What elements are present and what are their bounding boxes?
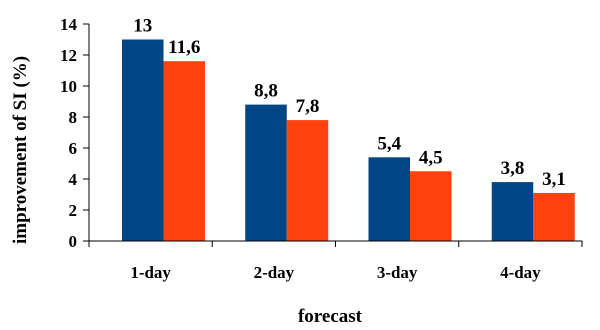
y-axis-title: improvement of SI (%) <box>10 56 31 244</box>
x-tick-label: 1-day <box>130 263 171 282</box>
x-tick-label: 3-day <box>377 263 418 282</box>
x-tick-label: 4-day <box>500 263 541 282</box>
bar <box>286 120 329 241</box>
y-tick-label: 4 <box>69 170 78 189</box>
bar <box>163 61 205 242</box>
y-tick-label: 2 <box>69 201 78 220</box>
data-label: 11,6 <box>168 37 200 58</box>
y-tick-label: 14 <box>60 15 78 34</box>
data-label: 4,5 <box>419 147 443 168</box>
bar <box>491 182 534 241</box>
data-label: 13 <box>133 16 152 37</box>
data-labels: 13 8,8 5,4 3,8 11,6 7,8 4,5 3,1 <box>133 16 566 190</box>
bar <box>533 192 575 241</box>
y-tick-label: 12 <box>60 46 77 65</box>
x-axis-ticks: 1-day 2-day 3-day 4-day <box>88 241 583 282</box>
data-label: 3,1 <box>542 169 566 190</box>
x-axis-title: forecast <box>298 306 363 327</box>
y-tick-label: 6 <box>69 139 78 158</box>
bars <box>122 39 575 242</box>
data-label: 7,8 <box>296 96 320 117</box>
bar <box>410 171 452 241</box>
data-label: 5,4 <box>377 133 401 154</box>
x-tick-label: 2-day <box>254 263 295 282</box>
bar <box>368 157 410 241</box>
bar <box>122 39 164 241</box>
y-axis-ticks: 0 2 4 6 8 10 12 14 <box>60 15 89 251</box>
data-label: 8,8 <box>254 81 278 102</box>
y-tick-label: 10 <box>60 77 77 96</box>
bar <box>245 104 287 241</box>
y-tick-label: 8 <box>69 108 78 127</box>
data-label: 3,8 <box>501 158 525 179</box>
y-tick-label: 0 <box>69 232 78 251</box>
